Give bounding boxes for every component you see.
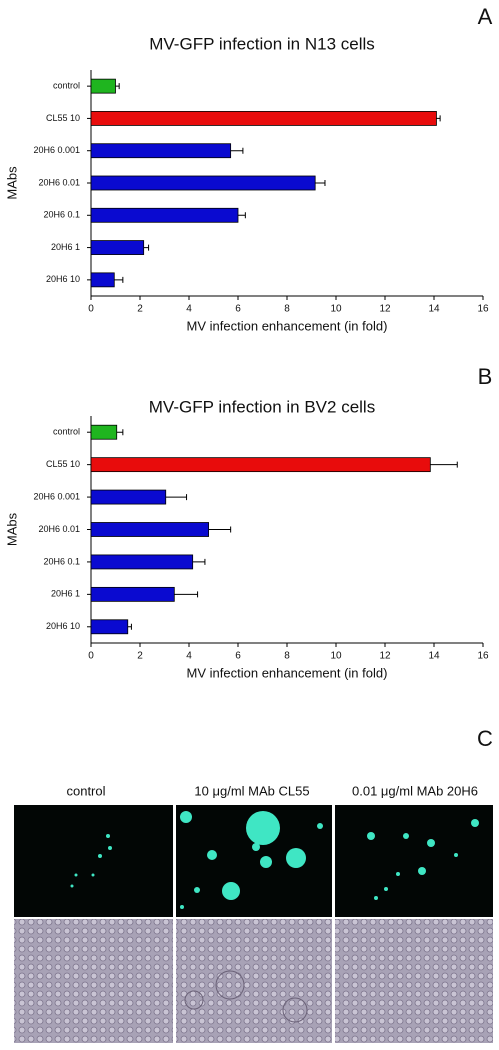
fluorescence-image bbox=[335, 805, 493, 917]
error-bar bbox=[174, 591, 199, 598]
error-bar bbox=[192, 558, 206, 565]
syncytium bbox=[215, 970, 245, 1000]
y-tick-label: 20H6 0.1 bbox=[43, 556, 80, 566]
error-bar bbox=[127, 623, 132, 630]
fluorescence-image bbox=[14, 805, 173, 917]
x-tick-label: 16 bbox=[477, 304, 489, 315]
chart-title: MV-GFP infection in BV2 cells bbox=[149, 397, 375, 416]
bar bbox=[90, 207, 239, 223]
error-bar bbox=[230, 147, 244, 154]
y-tick-label: 20H6 10 bbox=[46, 274, 80, 284]
x-tick-label: 12 bbox=[379, 304, 391, 315]
x-tick-label: 10 bbox=[330, 651, 342, 662]
x-axis-label: MV infection enhancement (in fold) bbox=[187, 318, 388, 333]
y-tick-label: 20H6 0.01 bbox=[38, 524, 80, 534]
bar bbox=[90, 111, 437, 126]
y-tick-label: 20H6 1 bbox=[51, 242, 80, 252]
y-tick-label: CL55 10 bbox=[46, 459, 80, 469]
error-bar bbox=[116, 429, 124, 436]
image-caption: control bbox=[66, 783, 105, 798]
error-bar bbox=[115, 83, 120, 90]
bar bbox=[90, 424, 118, 440]
brightfield-image bbox=[14, 919, 173, 1043]
panel-label: A bbox=[478, 4, 493, 29]
bar bbox=[90, 586, 175, 602]
y-axis-label: MAbs bbox=[4, 166, 19, 200]
bar bbox=[90, 619, 129, 635]
y-tick-label: 20H6 0.001 bbox=[33, 491, 80, 501]
x-tick-label: 14 bbox=[428, 651, 440, 662]
panel-label: B bbox=[478, 364, 493, 389]
x-tick-label: 4 bbox=[186, 304, 192, 315]
y-tick-label: control bbox=[53, 81, 80, 91]
y-tick-label: 20H6 0.1 bbox=[43, 210, 80, 220]
error-bar bbox=[436, 115, 441, 122]
error-bar bbox=[315, 180, 326, 186]
x-tick-label: 12 bbox=[379, 651, 391, 662]
error-bar bbox=[238, 212, 246, 219]
image-caption: 0.01 μg/ml MAb 20H6 bbox=[352, 783, 478, 798]
y-tick-label: 20H6 0.01 bbox=[38, 177, 80, 187]
bar bbox=[90, 489, 167, 505]
x-tick-label: 16 bbox=[477, 651, 489, 662]
bar bbox=[90, 143, 232, 159]
bar bbox=[90, 457, 431, 473]
bar bbox=[90, 78, 116, 94]
x-tick-label: 8 bbox=[284, 651, 290, 662]
syncytium bbox=[184, 990, 204, 1010]
x-tick-label: 2 bbox=[137, 304, 143, 315]
panel-label: C bbox=[477, 726, 493, 751]
micrograph-grid bbox=[14, 805, 493, 1043]
x-tick-label: 4 bbox=[186, 651, 192, 662]
image-caption: 10 μg/ml MAb CL55 bbox=[194, 783, 309, 798]
x-tick-label: 8 bbox=[284, 304, 290, 315]
infected-cells bbox=[70, 811, 479, 909]
y-axis-label: MAbs bbox=[4, 512, 19, 546]
error-bar bbox=[430, 461, 458, 468]
y-tick-label: 20H6 0.001 bbox=[33, 145, 80, 155]
brightfield-image bbox=[176, 919, 332, 1043]
y-tick-label: CL55 10 bbox=[46, 113, 80, 123]
error-bar bbox=[143, 244, 150, 251]
error-bar bbox=[114, 276, 124, 283]
bar bbox=[90, 522, 209, 537]
bar bbox=[90, 175, 316, 191]
y-tick-label: 20H6 10 bbox=[46, 621, 80, 631]
brightfield-image bbox=[335, 919, 493, 1043]
x-tick-label: 2 bbox=[137, 651, 143, 662]
y-tick-label: 20H6 1 bbox=[51, 589, 80, 599]
x-tick-label: 6 bbox=[235, 304, 241, 315]
x-tick-label: 0 bbox=[88, 651, 94, 662]
bar bbox=[90, 272, 115, 288]
x-tick-label: 6 bbox=[235, 651, 241, 662]
x-tick-label: 0 bbox=[88, 304, 94, 315]
syncytium bbox=[282, 997, 308, 1023]
bar bbox=[90, 240, 145, 255]
x-tick-label: 10 bbox=[330, 304, 342, 315]
chart-title: MV-GFP infection in N13 cells bbox=[149, 34, 375, 53]
error-bar bbox=[208, 526, 232, 533]
error-bar bbox=[165, 494, 188, 501]
y-tick-label: control bbox=[53, 427, 80, 437]
x-tick-label: 14 bbox=[428, 304, 440, 315]
bar bbox=[90, 554, 194, 570]
x-axis-label: MV infection enhancement (in fold) bbox=[187, 665, 388, 680]
